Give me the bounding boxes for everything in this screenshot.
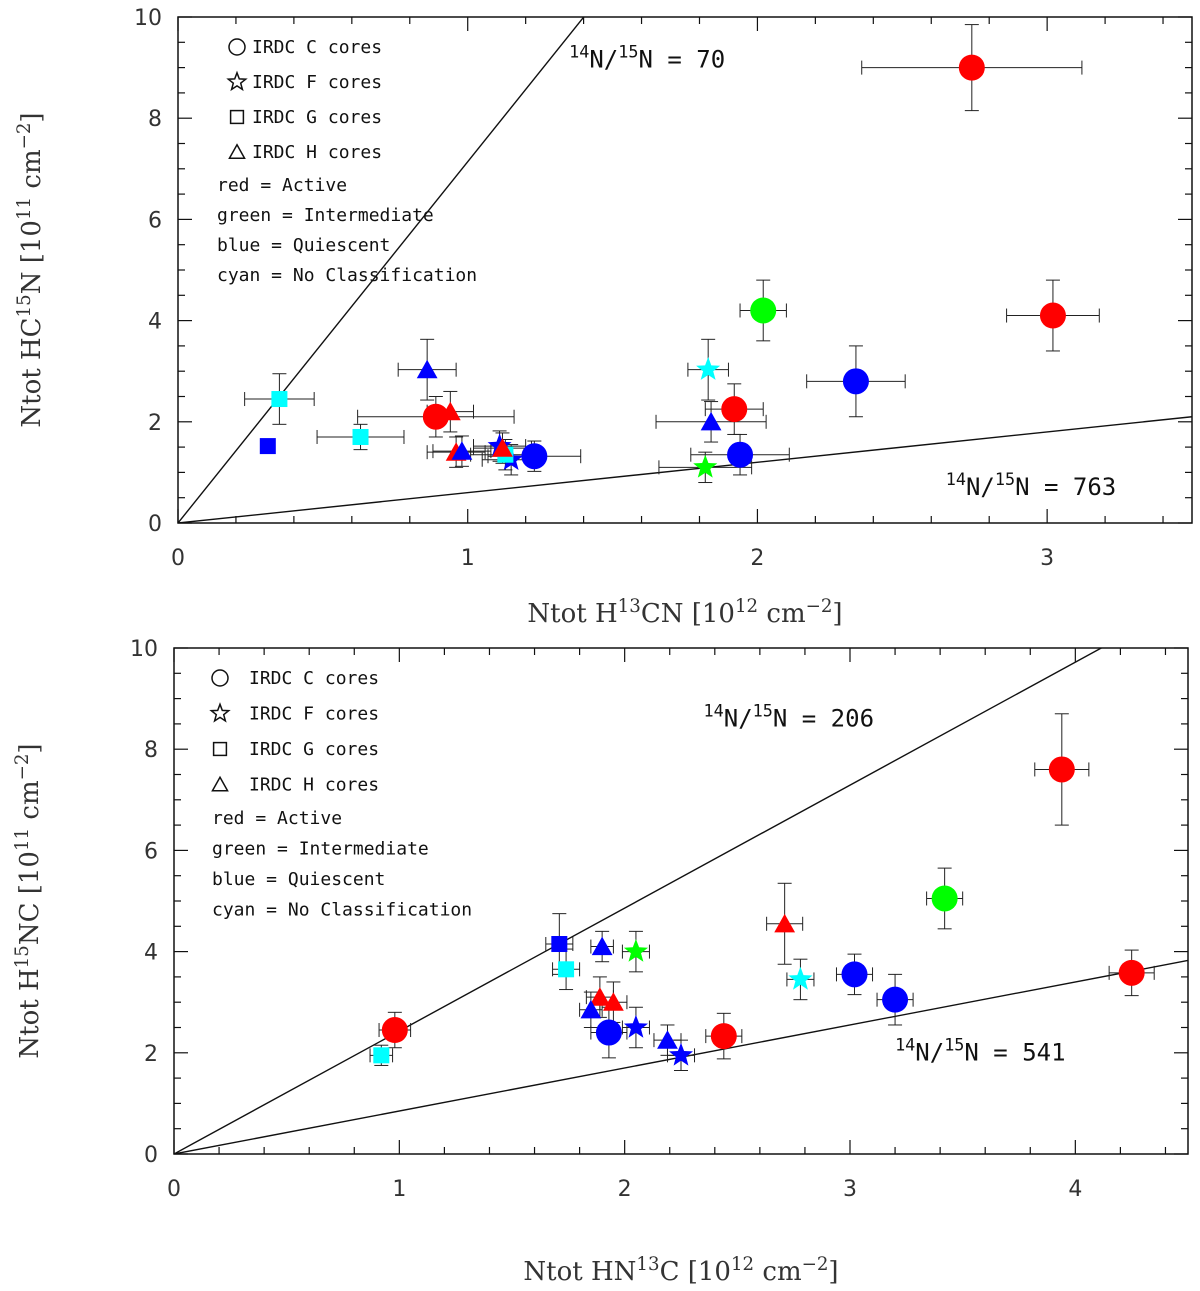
data-point-blue-circle [727, 442, 753, 468]
y-tick-label: 8 [148, 107, 162, 132]
y-tick-label: 6 [148, 208, 162, 233]
data-point-blue-triangle [701, 412, 722, 430]
data-point-blue-triangle [657, 1030, 678, 1048]
ratio-line [178, 417, 1192, 523]
y-tick-label: 8 [144, 738, 158, 763]
square-legend-icon [231, 111, 244, 124]
y-tick-label: 4 [144, 941, 158, 966]
data-point-cyan-square [373, 1047, 389, 1063]
data-point-blue-circle [843, 368, 869, 394]
data-point-red-triangle [589, 987, 610, 1005]
data-point-green-circle [750, 297, 776, 323]
data-point-cyan-square [558, 961, 574, 977]
triangle-legend-icon [212, 777, 227, 790]
x-tick-label: 0 [171, 546, 185, 571]
circle-legend-icon [212, 670, 228, 686]
legend-shape-label: IRDC H cores [249, 775, 379, 796]
y-axis-label: Ntot H15NC [1011 cm−2] [12, 743, 46, 1058]
legend-color-label: red = Active [212, 808, 342, 829]
ratio-label: 14N/15N = 70 [569, 42, 725, 74]
top-panel: 0 1 2 3 0 2 4 6 8 10 Ntot H13CN [1012 cm−2] Ntot HC… [14, 0, 1193, 629]
data-point-red-circle [1049, 756, 1075, 782]
data-point-red-circle [711, 1023, 737, 1049]
star-legend-icon [211, 704, 228, 721]
triangle-legend-icon [229, 145, 244, 158]
data-point-red-circle [1119, 960, 1145, 986]
data-point-blue-circle [882, 987, 908, 1013]
figure: 0 1 2 30246810Ntot H13CN [1012 cm−2]Ntot HC… [0, 0, 1200, 1291]
data-point-blue-triangle [592, 937, 613, 955]
ratio-label: 14N/15N = 763 [946, 469, 1117, 501]
y-tick-label: 2 [144, 1042, 158, 1067]
legend-shape-label: IRDC G cores [252, 107, 382, 128]
circle-legend-icon [229, 39, 245, 55]
ratio-label: 14N/15N = 206 [704, 700, 875, 732]
bottom-panel: 0 1 2 3 4 0 2 4 6 8 10 Ntot HN13C [1012 cm−2] Ntot H… [12, 601, 1189, 1287]
x-tick-label: 0 [167, 1177, 181, 1202]
y-tick-label: 10 [134, 6, 162, 31]
y-axis-label: Ntot HC15N [1011 cm−2] [14, 112, 48, 427]
x-tick-label: 2 [618, 1177, 632, 1202]
ratio-label: 14N/15N = 541 [895, 1034, 1066, 1066]
square-legend-icon [214, 743, 227, 756]
data-point-blue-circle [842, 961, 868, 987]
x-axis-label: Ntot H13CN [1012 cm−2] [527, 596, 842, 630]
data-point-blue-triangle [417, 360, 438, 378]
data-point-blue-circle [521, 443, 547, 469]
data-point-green-circle [932, 885, 958, 911]
x-tick-label: 3 [1040, 546, 1054, 571]
data-point-red-circle [382, 1017, 408, 1043]
data-point-blue-circle [596, 1020, 622, 1046]
y-tick-label: 0 [144, 1143, 158, 1168]
x-tick-label: 1 [461, 546, 475, 571]
x-tick-label: 3 [843, 1177, 857, 1202]
legend-color-label: green = Intermediate [217, 205, 434, 226]
legend-color-label: cyan = No Classification [212, 900, 472, 921]
x-tick-label: 4 [1068, 1177, 1082, 1202]
y-tick-label: 6 [144, 839, 158, 864]
legend-shape-label: IRDC C cores [252, 37, 382, 58]
data-point-red-triangle [774, 914, 795, 932]
y-tick-label: 4 [148, 310, 162, 335]
data-point-red-circle [721, 396, 747, 422]
data-point-red-circle [959, 55, 985, 81]
legend-color-label: cyan = No Classification [217, 265, 477, 286]
y-tick-label: 0 [148, 512, 162, 537]
legend-shape-label: IRDC F cores [249, 704, 379, 725]
data-point-blue-square [260, 438, 276, 454]
y-tick-label: 2 [148, 411, 162, 436]
data-point-cyan-square [353, 429, 369, 445]
legend-color-label: red = Active [217, 175, 347, 196]
legend-shape-label: IRDC C cores [249, 668, 379, 689]
legend-shape-label: IRDC H cores [252, 142, 382, 163]
x-tick-label: 1 [392, 1177, 406, 1202]
data-point-red-circle [1040, 303, 1066, 329]
x-axis-label: Ntot HN13C [1012 cm−2] [523, 1254, 838, 1288]
legend-shape-label: IRDC G cores [249, 739, 379, 760]
star-legend-icon [228, 73, 245, 90]
x-tick-label: 2 [750, 546, 764, 571]
data-point-cyan-square [271, 391, 287, 407]
y-tick-label: 10 [130, 637, 158, 662]
legend-color-label: green = Intermediate [212, 839, 429, 860]
legend-shape-label: IRDC F cores [252, 72, 382, 93]
data-point-blue-square [551, 936, 567, 952]
legend-color-label: blue = Quiescent [217, 235, 390, 256]
legend-color-label: blue = Quiescent [212, 869, 385, 890]
